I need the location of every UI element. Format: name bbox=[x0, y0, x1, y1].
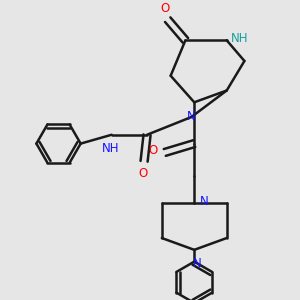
Text: O: O bbox=[138, 167, 147, 180]
Text: NH: NH bbox=[231, 32, 249, 45]
Text: N: N bbox=[187, 110, 196, 123]
Text: O: O bbox=[160, 2, 170, 15]
Text: N: N bbox=[200, 195, 209, 208]
Text: O: O bbox=[148, 145, 158, 158]
Text: N: N bbox=[193, 257, 202, 270]
Text: NH: NH bbox=[101, 142, 119, 155]
